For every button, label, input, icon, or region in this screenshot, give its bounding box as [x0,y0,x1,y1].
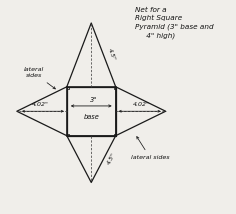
Text: 3": 3" [90,97,97,103]
Text: 4.02": 4.02" [133,103,150,107]
Text: 4.5": 4.5" [107,152,117,166]
Text: base: base [83,114,99,120]
Text: lateral
sides: lateral sides [24,67,55,89]
Text: 4.5": 4.5" [107,48,117,62]
Text: Net for a
Right Square
Pyramid (3" base and
     4" high): Net for a Right Square Pyramid (3" base … [135,7,213,39]
Text: 4.02": 4.02" [32,103,49,107]
Text: lateral sides: lateral sides [131,137,169,160]
